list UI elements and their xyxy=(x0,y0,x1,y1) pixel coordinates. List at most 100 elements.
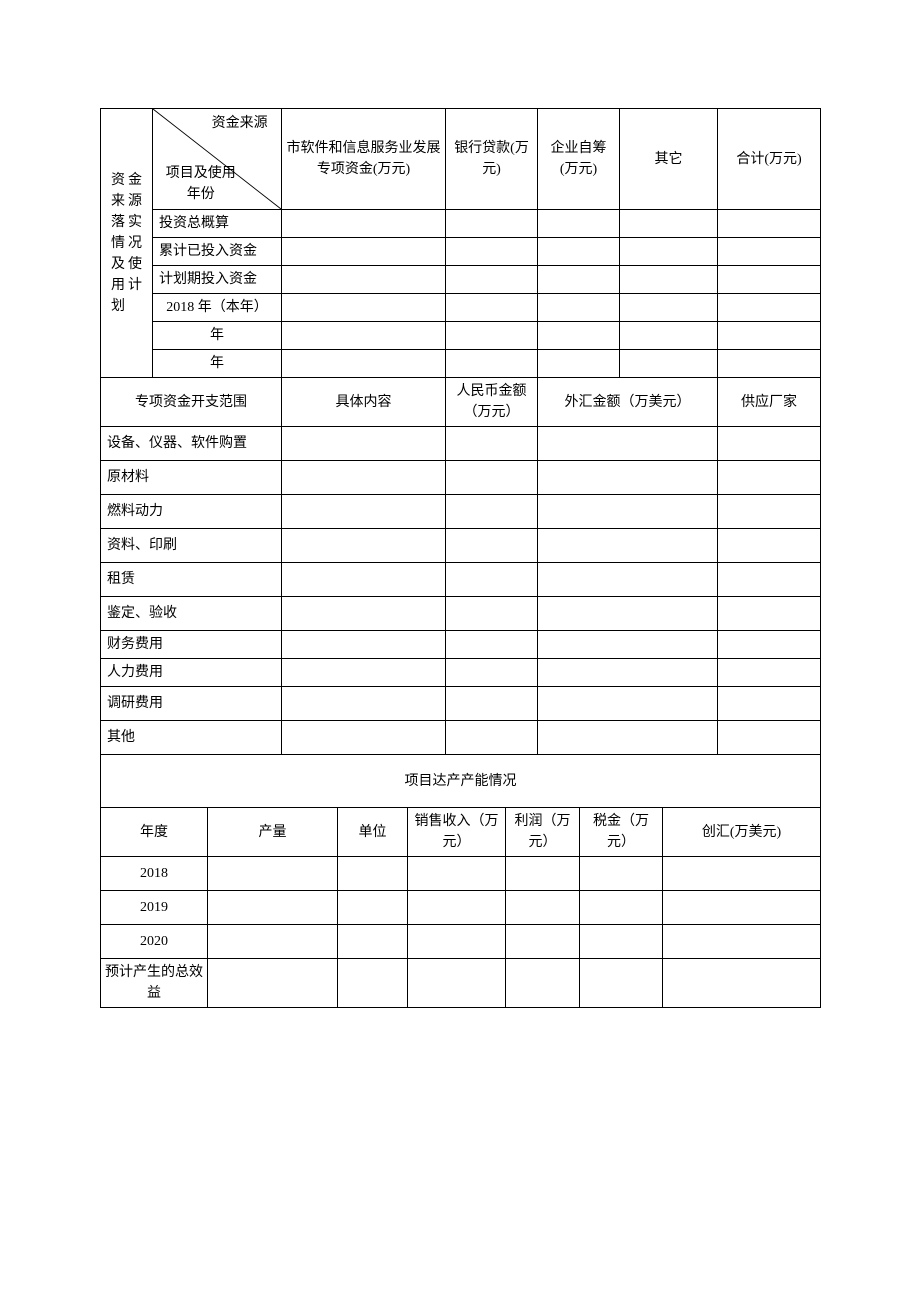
cell xyxy=(282,495,446,529)
cell xyxy=(620,266,718,294)
cell xyxy=(282,350,446,378)
hdr-content: 具体内容 xyxy=(282,378,446,427)
page: 资金来源落实情况及使用计划 资金来源 项目及使用年份 市软件和信息服务业发展专项… xyxy=(0,0,920,1302)
hdr-bank: 银行贷款(万元) xyxy=(446,109,538,210)
cell xyxy=(446,210,538,238)
cell xyxy=(538,631,718,659)
hdr-self: 企业自筹(万元) xyxy=(538,109,620,210)
hdr-output: 产量 xyxy=(208,808,338,857)
row-planned: 计划期投入资金 xyxy=(153,266,282,294)
cell xyxy=(338,857,408,891)
cell xyxy=(718,631,821,659)
cell xyxy=(338,959,408,1008)
cell xyxy=(620,210,718,238)
row-2018c: 2018 xyxy=(101,857,208,891)
cell xyxy=(446,461,538,495)
row-invested: 累计已投入资金 xyxy=(153,238,282,266)
cell xyxy=(580,857,663,891)
diag-bottom-label: 项目及使用年份 xyxy=(159,163,243,205)
cell xyxy=(208,959,338,1008)
cell xyxy=(718,294,821,322)
cell xyxy=(282,427,446,461)
cell xyxy=(580,959,663,1008)
cell xyxy=(208,925,338,959)
row-printing: 资料、印刷 xyxy=(101,529,282,563)
cell xyxy=(718,210,821,238)
cell xyxy=(663,925,821,959)
cell xyxy=(718,266,821,294)
cell xyxy=(282,210,446,238)
row-materials: 原材料 xyxy=(101,461,282,495)
cell xyxy=(446,322,538,350)
row-research: 调研费用 xyxy=(101,687,282,721)
cell xyxy=(282,322,446,350)
row-2020c: 2020 xyxy=(101,925,208,959)
diag-top-label: 资金来源 xyxy=(204,113,275,134)
cell xyxy=(718,563,821,597)
cell xyxy=(208,857,338,891)
cell xyxy=(718,322,821,350)
cell xyxy=(446,597,538,631)
cell xyxy=(282,563,446,597)
cell xyxy=(446,350,538,378)
hdr-profit: 利润（万元） xyxy=(506,808,580,857)
cell xyxy=(580,925,663,959)
cell xyxy=(718,687,821,721)
cell xyxy=(282,659,446,687)
cell xyxy=(663,959,821,1008)
cell xyxy=(620,350,718,378)
cell xyxy=(446,529,538,563)
cell xyxy=(446,294,538,322)
cell xyxy=(446,427,538,461)
cell xyxy=(663,891,821,925)
cell xyxy=(538,687,718,721)
cell xyxy=(718,238,821,266)
row-2018: 2018 年（本年） xyxy=(153,294,282,322)
cell xyxy=(663,857,821,891)
cell xyxy=(718,495,821,529)
cell xyxy=(208,891,338,925)
cell xyxy=(718,659,821,687)
cell xyxy=(538,495,718,529)
hdr-other: 其它 xyxy=(620,109,718,210)
cell xyxy=(282,721,446,755)
cell xyxy=(446,238,538,266)
cell xyxy=(538,266,620,294)
cell xyxy=(282,461,446,495)
cell xyxy=(538,563,718,597)
cell xyxy=(538,427,718,461)
row-total-benefit: 预计产生的总效益 xyxy=(101,959,208,1008)
cell xyxy=(338,925,408,959)
cell xyxy=(538,721,718,755)
row-rent: 租赁 xyxy=(101,563,282,597)
cell xyxy=(506,959,580,1008)
cell xyxy=(718,350,821,378)
cell xyxy=(538,659,718,687)
cell xyxy=(580,891,663,925)
cell xyxy=(620,238,718,266)
hdr-rmb: 人民币金额（万元） xyxy=(446,378,538,427)
cell xyxy=(538,461,718,495)
cell xyxy=(718,529,821,563)
cell xyxy=(446,266,538,294)
cell xyxy=(538,210,620,238)
cell xyxy=(446,631,538,659)
finance-table: 资金来源落实情况及使用计划 资金来源 项目及使用年份 市软件和信息服务业发展专项… xyxy=(100,108,821,1008)
cell xyxy=(538,597,718,631)
cell xyxy=(620,322,718,350)
cell xyxy=(446,659,538,687)
hdr-unit: 单位 xyxy=(338,808,408,857)
cell xyxy=(718,427,821,461)
row-2019c: 2019 xyxy=(101,891,208,925)
row-labor: 人力费用 xyxy=(101,659,282,687)
hdr-supplier: 供应厂家 xyxy=(718,378,821,427)
hdr-fx: 外汇金额（万美元） xyxy=(538,378,718,427)
cell xyxy=(538,529,718,563)
cell xyxy=(446,563,538,597)
row-equipment: 设备、仪器、软件购置 xyxy=(101,427,282,461)
cell xyxy=(282,294,446,322)
row-fuel: 燃料动力 xyxy=(101,495,282,529)
hdr-scope: 专项资金开支范围 xyxy=(101,378,282,427)
row-year-blank1: 年 xyxy=(153,322,282,350)
cell xyxy=(282,529,446,563)
